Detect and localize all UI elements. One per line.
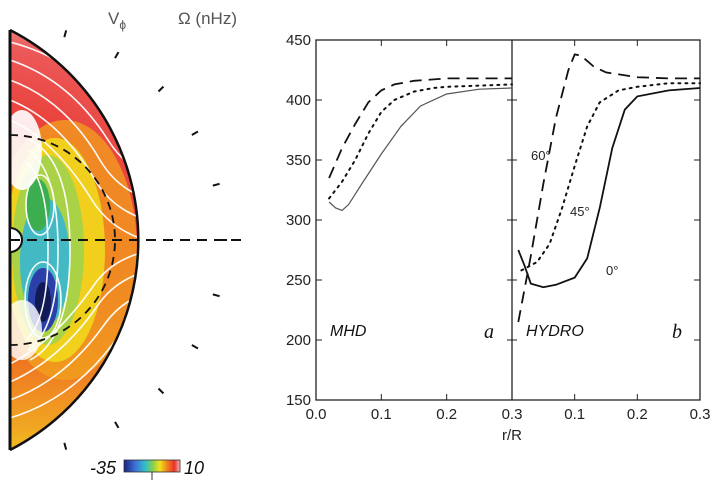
y-tick-label: 250 <box>286 272 311 289</box>
x-tick-label: 0.1 <box>564 406 585 423</box>
rim-tick <box>63 30 68 38</box>
colorbar-gradient <box>123 459 181 473</box>
rim-tick <box>212 182 220 187</box>
curve-label: 45° <box>570 204 590 219</box>
rim-tick <box>114 421 120 429</box>
y-tick-label: 400 <box>286 92 311 109</box>
x-tick-label: 0.3 <box>502 406 523 423</box>
colorbar-max-label: 10 <box>184 458 204 478</box>
x-tick-label: 0.1 <box>371 406 392 423</box>
rim-tick <box>157 387 165 395</box>
series-line-mhd-dotted <box>328 83 513 200</box>
rotation-map <box>8 28 246 452</box>
y-tick-label: 450 <box>286 32 311 49</box>
y-tick-label: 300 <box>286 212 311 229</box>
series-line-hydro-solid <box>517 87 701 289</box>
rim-tick <box>212 293 220 298</box>
rotation-profile-chart: 150 200 250 300 350 400 450 0.0 0.1 0.2 0.3 MHD a 0.1… <box>286 32 710 444</box>
rim-ticks <box>63 30 227 450</box>
panel-letter-b: b <box>672 321 682 343</box>
omega-units-label: Ω (nHz) <box>178 9 237 28</box>
y-tick-label: 150 <box>286 392 311 409</box>
x-tick-label: 0.3 <box>690 406 711 423</box>
curve-label: 0° <box>606 263 618 278</box>
curve-label: 60° <box>531 148 551 163</box>
tachocline-boundary <box>9 134 116 346</box>
series-line-hydro-dashed <box>517 53 700 323</box>
x-axis-title: r/R <box>502 427 522 444</box>
y-tick-label: 200 <box>286 332 311 349</box>
x-tick-label: 0.2 <box>627 406 648 423</box>
series-line-mhd-solid <box>328 87 513 212</box>
x-tick-label: 0.0 <box>306 406 327 423</box>
rim-tick <box>191 344 199 350</box>
rim-tick <box>191 130 199 136</box>
x-tick-label: 0.2 <box>436 406 457 423</box>
panel-letter-a: a <box>484 321 494 343</box>
vphi-label: Vϕ <box>108 9 126 32</box>
panel-tag-mhd: MHD <box>330 323 367 340</box>
rim-tick <box>63 442 68 450</box>
colorbar-min-label: -35 <box>90 458 117 478</box>
rim-tick <box>114 51 120 59</box>
colorbar: -35 10 <box>90 458 204 480</box>
y-tick-label: 350 <box>286 152 311 169</box>
panel-tag-hydro: HYDRO <box>526 323 584 340</box>
rim-tick <box>157 85 165 93</box>
series-line-hydro-dotted <box>520 82 701 272</box>
series-line-mhd-dashed <box>328 77 512 179</box>
